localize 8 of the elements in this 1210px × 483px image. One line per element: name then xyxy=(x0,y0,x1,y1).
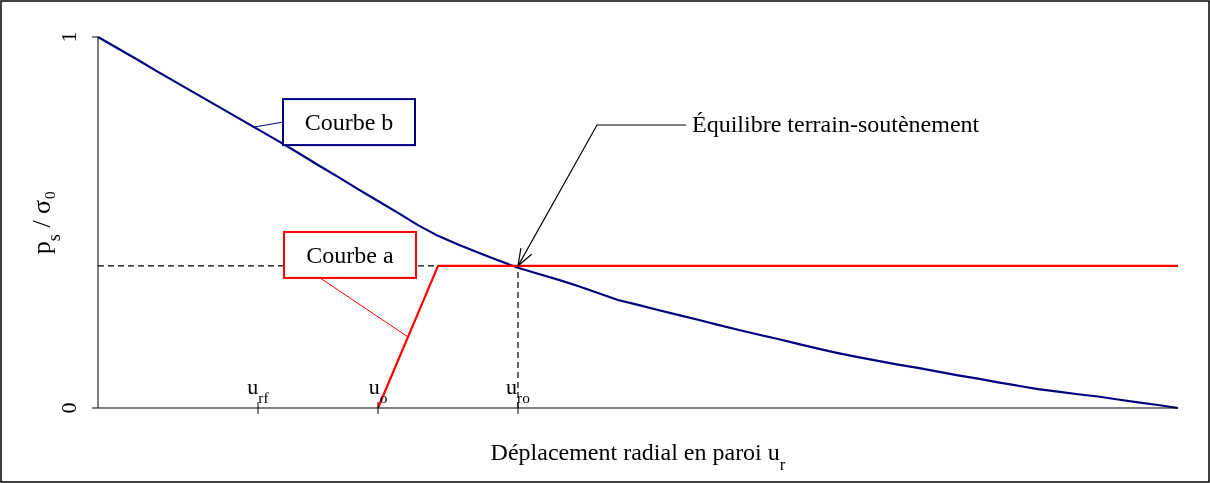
x-axis-title: Déplacement radial en paroi u$_{r}$ xyxy=(490,439,786,474)
y-tick-label: 0 xyxy=(56,402,81,414)
x-tick-label: u$_{rf}$ xyxy=(247,374,270,406)
annotation: Équilibre terrain-soutènement xyxy=(692,111,980,137)
x-tick-label: u$_{ro}$ xyxy=(506,374,531,406)
series-label: Courbe a xyxy=(306,241,394,268)
legend-label: Courbe b xyxy=(304,109,394,136)
y-tick-label: 1 xyxy=(56,31,81,43)
